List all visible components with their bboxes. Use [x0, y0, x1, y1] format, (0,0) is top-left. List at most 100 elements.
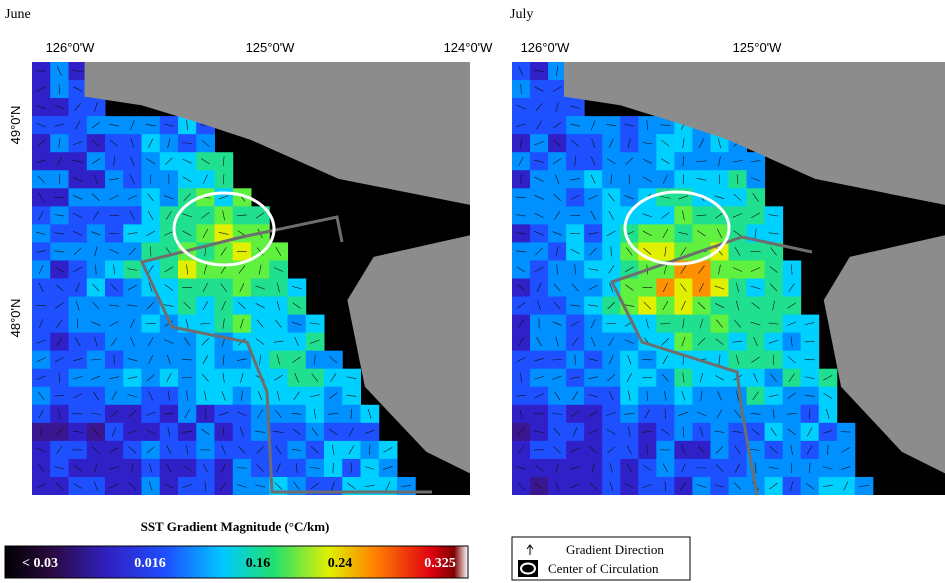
sst-cell [160, 134, 179, 153]
sst-cell [674, 333, 693, 352]
sst-cell [196, 351, 215, 370]
sst-cell [142, 441, 161, 460]
sst-cell [512, 351, 531, 370]
sst-cell [123, 423, 142, 442]
sst-cell [783, 369, 802, 388]
sst-cell [512, 152, 531, 171]
sst-cell [783, 279, 802, 298]
sst-cell [584, 188, 603, 207]
sst-cell [269, 369, 288, 388]
sst-cell [142, 297, 161, 316]
sst-cell [548, 80, 567, 99]
sst-cell [69, 387, 88, 406]
sst-cell [692, 333, 711, 352]
sst-cell [379, 441, 398, 460]
sst-cell [548, 369, 567, 388]
sst-cell [692, 315, 711, 334]
sst-cell [530, 242, 549, 261]
sst-cell [50, 152, 69, 171]
sst-cell [105, 441, 124, 460]
sst-cell [32, 152, 51, 171]
sst-cell [801, 423, 820, 442]
sst-cell [783, 477, 802, 496]
sst-cell [87, 98, 106, 117]
sst-cell [710, 441, 729, 460]
sst-cell [656, 351, 675, 370]
colorbar-label: < 0.03 [22, 556, 58, 571]
sst-cell [379, 459, 398, 478]
sst-cell [656, 279, 675, 298]
sst-cell [620, 134, 639, 153]
sst-cell [105, 387, 124, 406]
sst-cell [105, 333, 124, 352]
sst-cell [50, 116, 69, 135]
sst-cell [324, 387, 343, 406]
lon-label: 126°0'W [46, 40, 96, 55]
sst-cell [50, 441, 69, 460]
sst-cell [87, 206, 106, 225]
sst-cell [69, 351, 88, 370]
sst-cell [602, 441, 621, 460]
sst-cell [584, 405, 603, 424]
sst-cell [32, 351, 51, 370]
sst-cell [783, 387, 802, 406]
sst-cell [620, 152, 639, 171]
sst-cell [548, 116, 567, 135]
sst-cell [530, 279, 549, 298]
sst-cell [747, 260, 766, 279]
sst-cell [69, 98, 88, 117]
sst-cell [50, 297, 69, 316]
colorbar-label: 0.325 [424, 556, 456, 571]
colorbar-label: 0.016 [134, 556, 166, 571]
sst-cell [566, 387, 585, 406]
sst-cell [32, 206, 51, 225]
sst-cell [105, 477, 124, 496]
sst-cell [566, 405, 585, 424]
colorbar-label: 0.24 [328, 556, 353, 571]
sst-cell [674, 459, 693, 478]
sst-cell [602, 297, 621, 316]
sst-cell [142, 333, 161, 352]
sst-cell [548, 152, 567, 171]
sst-cell [620, 369, 639, 388]
sst-cell [50, 423, 69, 442]
sst-cell [160, 369, 179, 388]
sst-cell [32, 405, 51, 424]
sst-cell [656, 170, 675, 189]
sst-cell [765, 333, 784, 352]
sst-cell [729, 459, 748, 478]
sst-cell [692, 279, 711, 298]
sst-cell [196, 297, 215, 316]
sst-cell [142, 351, 161, 370]
sst-cell [819, 369, 838, 388]
sst-cell [123, 405, 142, 424]
sst-cell [288, 387, 307, 406]
sst-cell [692, 369, 711, 388]
sst-cell [566, 333, 585, 352]
sst-cell [233, 369, 252, 388]
sst-cell [656, 206, 675, 225]
sst-cell [142, 224, 161, 243]
sst-cell [530, 260, 549, 279]
sst-cell [251, 441, 270, 460]
sst-cell [602, 351, 621, 370]
sst-cell [656, 224, 675, 243]
sst-cell [50, 315, 69, 334]
sst-cell [512, 333, 531, 352]
figure: June July 126°0'W 125°0'W 124°0'W 126°0'… [0, 0, 945, 583]
sst-cell [50, 333, 69, 352]
sst-cell [32, 260, 51, 279]
sst-cell [196, 279, 215, 298]
lon-label: 124°0'W [444, 40, 494, 55]
sst-cell [801, 441, 820, 460]
sst-cell [747, 206, 766, 225]
sst-cell [342, 423, 361, 442]
sst-cell [638, 477, 657, 496]
sst-cell [566, 188, 585, 207]
sst-cell [692, 134, 711, 153]
sst-cell [178, 477, 197, 496]
sst-cell [530, 116, 549, 135]
sst-cell [215, 405, 234, 424]
sst-cell [602, 333, 621, 352]
sst-cell [638, 405, 657, 424]
